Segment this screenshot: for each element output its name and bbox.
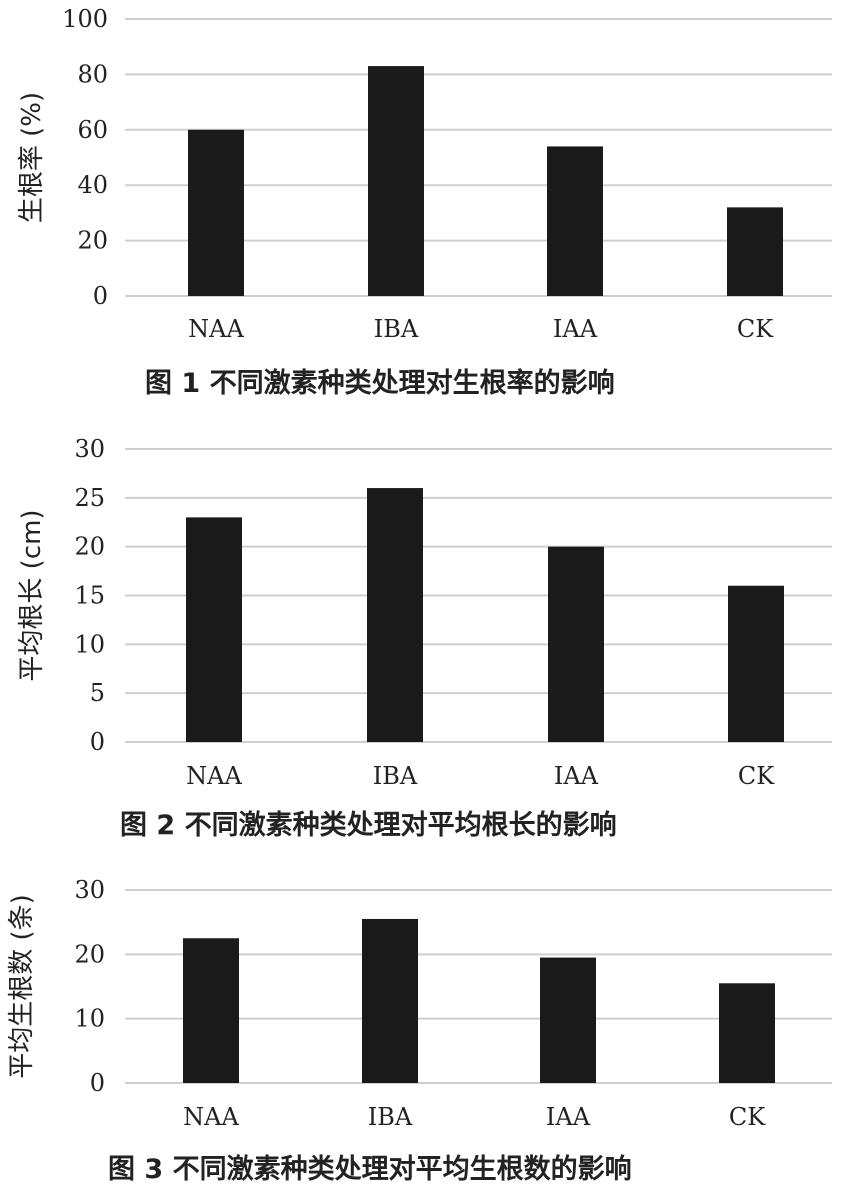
y-tick-label: 80	[77, 60, 108, 88]
x-category-label: IBA	[374, 315, 419, 343]
figure-caption: 图 2 不同激素种类处理对平均根长的影响	[120, 809, 617, 840]
chart-average-root-length: 0 5 10 15 20 25 30 NAA IBA IAA CK 平均根长 (cm) 图 2 不同激素…	[17, 435, 832, 840]
x-category-label: IAA	[553, 315, 598, 343]
x-category-label: IAA	[554, 762, 599, 790]
x-category-label: NAA	[188, 315, 244, 343]
x-category-label: IAA	[546, 1103, 591, 1131]
bar-iba	[367, 488, 423, 742]
bar-naa	[188, 129, 244, 296]
y-tick-label: 30	[74, 435, 105, 463]
chart-rooting-rate: 0 20 40 60 80 100 NAA IBA IAA CK 生根率 (%) 图 1 不同激素种类…	[17, 5, 832, 399]
y-tick-label: 30	[74, 876, 105, 904]
y-axis-label: 平均根长 (cm)	[17, 509, 47, 681]
y-tick-label: 5	[90, 679, 105, 707]
figure-caption: 图 1 不同激素种类处理对生根率的影响	[145, 367, 615, 399]
y-tick-label: 15	[74, 582, 105, 610]
x-category-label: IBA	[368, 1103, 413, 1131]
bar-ck	[727, 207, 783, 296]
y-axis-label: 生根率 (%)	[17, 92, 47, 223]
x-category-label: CK	[737, 315, 774, 343]
y-tick-label: 100	[62, 5, 108, 33]
x-category-label: CK	[729, 1103, 766, 1131]
y-tick-label: 20	[77, 227, 108, 255]
y-tick-label: 20	[74, 940, 105, 968]
y-axis-label: 平均生根数 (条)	[7, 894, 37, 1079]
y-tick-label: 0	[90, 1069, 105, 1097]
figure-caption: 图 3 不同激素种类处理对平均生根数的影响	[108, 1153, 632, 1185]
bar-iaa	[548, 546, 604, 742]
y-tick-label: 25	[74, 484, 105, 512]
bar-ck	[719, 983, 775, 1083]
y-tick-label: 10	[74, 630, 105, 658]
x-category-label: NAA	[186, 762, 242, 790]
bar-ck	[728, 585, 784, 742]
x-category-label: CK	[738, 762, 775, 790]
x-category-label: IBA	[373, 762, 418, 790]
bar-iba	[368, 66, 424, 296]
y-tick-label: 10	[74, 1005, 105, 1033]
y-tick-label: 0	[90, 728, 105, 756]
x-category-label: NAA	[183, 1103, 239, 1131]
y-tick-label: 60	[77, 116, 108, 144]
bar-naa	[186, 517, 242, 742]
y-tick-label: 40	[77, 171, 108, 199]
bar-naa	[183, 938, 239, 1083]
bar-iaa	[547, 146, 603, 296]
bar-iba	[362, 918, 418, 1083]
chart-average-root-number: 0 10 20 30 NAA IBA IAA CK 平均生根数 (条) 图 3 不同激素种类处理对…	[7, 876, 832, 1185]
bar-iaa	[540, 957, 596, 1083]
y-tick-label: 0	[93, 282, 108, 310]
y-tick-label: 20	[74, 533, 105, 561]
